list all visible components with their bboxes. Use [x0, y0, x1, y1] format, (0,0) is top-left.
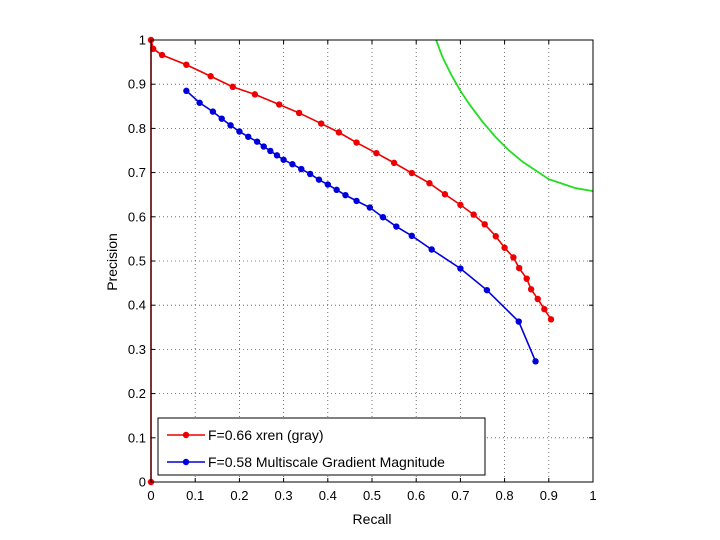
legend-marker-gradient — [182, 458, 190, 466]
data-point-series-1 — [428, 246, 435, 253]
x-tick-label: 0.5 — [363, 488, 381, 503]
x-tick-label: 0.9 — [540, 488, 558, 503]
data-point-series-1 — [183, 87, 190, 95]
curves — [147, 36, 593, 486]
f-measure-isocurve — [435, 40, 593, 193]
data-point-series-1 — [515, 318, 522, 325]
data-point-series-1 — [267, 147, 274, 155]
y-tick-label: 0.8 — [128, 121, 146, 136]
legend-label-gradient: F=0.58 Multiscale Gradient Magnitude — [208, 454, 445, 470]
axis-ticks: 0 0.1 0.2 0.3 0.4 0.5 0.6 0.7 0.8 0.9 1 0 0.1 0.2 0.3 0… — [128, 33, 597, 504]
data-point-series-0 — [229, 83, 236, 91]
data-point-series-1 — [457, 265, 464, 272]
data-point-series-1 — [273, 152, 281, 159]
data-point-series-0 — [207, 73, 214, 80]
data-point-series-0 — [408, 169, 415, 177]
data-point-series-1 — [353, 197, 360, 205]
data-point-series-0 — [183, 61, 190, 68]
y-tick-label: 0.6 — [128, 209, 146, 224]
x-tick-label: 0.6 — [407, 488, 425, 503]
data-point-series-1 — [315, 176, 323, 183]
data-point-series-0 — [390, 159, 398, 167]
data-point-series-0 — [158, 51, 166, 59]
x-tick-label: 0.7 — [451, 488, 469, 503]
y-tick-label: 0.9 — [128, 77, 146, 92]
data-point-series-1 — [227, 122, 234, 129]
x-tick-label: 0.2 — [230, 488, 248, 503]
y-tick-label: 0.1 — [128, 430, 146, 445]
data-point-series-0 — [335, 129, 343, 136]
data-point-series-0 — [547, 316, 555, 323]
data-point-series-1 — [333, 186, 340, 194]
data-point-series-1 — [366, 204, 373, 211]
data-point-series-0 — [481, 221, 488, 228]
y-tick-label: 0.5 — [128, 254, 146, 269]
data-point-series-1 — [408, 232, 415, 240]
data-point-series-1 — [209, 108, 217, 115]
data-point-series-0 — [150, 45, 157, 53]
data-point-series-0 — [441, 191, 449, 198]
data-point-series-0 — [251, 91, 259, 98]
legend: F=0.66 xren (gray) F=0.58 Multiscale Gra… — [157, 417, 486, 476]
data-point-series-0 — [523, 275, 530, 282]
data-point-series-0 — [353, 139, 360, 146]
x-tick-label: 0.4 — [319, 488, 337, 503]
y-tick-label: 0.7 — [128, 165, 146, 180]
y-tick-label: 0.4 — [128, 298, 146, 313]
data-point-series-1 — [280, 156, 287, 163]
data-point-series-1 — [289, 161, 296, 168]
x-tick-label: 0.8 — [496, 488, 514, 503]
data-point-series-1 — [393, 223, 400, 230]
x-tick-label: 0 — [147, 488, 154, 503]
y-tick-label: 1 — [139, 33, 146, 48]
data-point-series-0 — [457, 201, 464, 209]
data-point-series-0 — [275, 101, 283, 108]
data-point-series-1 — [342, 191, 349, 199]
y-tick-label: 0.2 — [128, 386, 146, 401]
data-point-series-1 — [324, 181, 331, 188]
data-point-series-0 — [501, 244, 508, 251]
data-point-series-0 — [295, 109, 303, 117]
data-point-series-1 — [253, 138, 261, 145]
data-point-series-1 — [483, 286, 491, 294]
x-tick-label: 0.3 — [275, 488, 293, 503]
data-point-series-1 — [379, 214, 387, 221]
legend-marker-xren — [182, 431, 190, 439]
data-point-series-0 — [527, 286, 535, 293]
data-point-series-0 — [492, 233, 499, 240]
data-point-series-0 — [510, 254, 517, 261]
data-point-series-0 — [534, 295, 541, 303]
data-point-series-0 — [470, 211, 477, 218]
data-point-series-1 — [196, 99, 203, 106]
y-tick-label: 0.3 — [128, 342, 146, 357]
y-tick-label: 0 — [139, 475, 146, 490]
data-point-series-1 — [532, 358, 539, 365]
data-point-series-0 — [373, 149, 380, 157]
x-axis-title: Recall — [353, 511, 392, 527]
data-point-series-0 — [426, 180, 433, 187]
data-point-series-1 — [260, 143, 267, 150]
x-tick-label: 0.1 — [186, 488, 204, 503]
data-point-series-1 — [245, 133, 252, 140]
y-axis-title: Precision — [104, 233, 120, 291]
grid — [151, 40, 593, 482]
data-point-series-1 — [306, 170, 314, 178]
data-point-series-1 — [236, 128, 243, 135]
x-tick-label: 1 — [589, 488, 596, 503]
data-point-series-0 — [317, 120, 325, 127]
legend-label-xren: F=0.66 xren (gray) — [208, 427, 324, 443]
data-point-series-0 — [541, 305, 548, 313]
data-point-series-1 — [218, 115, 225, 122]
data-point-series-0 — [515, 264, 523, 272]
data-point-series-1 — [298, 165, 305, 173]
legend-box — [157, 417, 486, 476]
